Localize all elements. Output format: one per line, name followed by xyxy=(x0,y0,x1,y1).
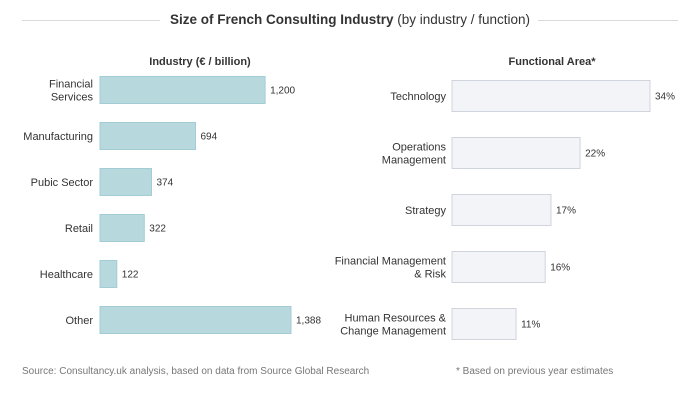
industry-category-pubic-sector: Pubic Sector xyxy=(31,177,94,189)
function-panel-title: Functional Area* xyxy=(508,56,596,68)
chart-title-sub: (by industry / function) xyxy=(393,12,531,27)
function-category-line: Management xyxy=(382,155,446,167)
industry-category-financial-services: Financial Services xyxy=(49,79,94,104)
industry-value-healthcare: 122 xyxy=(122,270,139,281)
function-category-line: & Risk xyxy=(414,269,446,281)
industry-category-other: Other xyxy=(65,315,93,327)
title-rule-left xyxy=(22,20,160,21)
function-bar-operations-management xyxy=(451,137,581,169)
source-note: Source: Consultancy.uk analysis, based o… xyxy=(22,366,370,377)
industry-bar-financial-services xyxy=(99,76,266,104)
industry-bar-retail xyxy=(99,214,145,242)
function-value-technology: 34% xyxy=(655,92,675,103)
function-bar-strategy xyxy=(451,194,552,226)
function-category-financial-management-risk: Financial Management & Risk xyxy=(335,256,447,281)
title-rule-right xyxy=(538,20,678,21)
function-value-operations-management: 22% xyxy=(585,149,605,160)
chart-title: Size of French Consulting Industry (by i… xyxy=(0,12,700,27)
industry-bar-pubic-sector xyxy=(99,168,152,196)
function-bar-financial-management-risk xyxy=(451,251,546,283)
function-value-strategy: 17% xyxy=(556,206,576,217)
industry-category-healthcare: Healthcare xyxy=(40,269,93,281)
industry-bar-chart: 1,200 Financial Services 694 Manufacturing 37… xyxy=(23,76,321,334)
industry-value-financial-services: 1,200 xyxy=(270,86,295,97)
industry-panel-title: Industry (€ / billion) xyxy=(149,56,251,68)
function-bar-human-resources-change-management xyxy=(451,308,517,340)
chart-title-main: Size of French Consulting Industry xyxy=(169,12,394,27)
function-category-line: Technology xyxy=(390,91,446,103)
function-value-human-resources-change-management: 11% xyxy=(521,320,540,331)
industry-bar-manufacturing xyxy=(99,122,196,150)
industry-bar-healthcare xyxy=(99,260,118,288)
industry-category-line: Healthcare xyxy=(40,269,93,281)
industry-category-retail: Retail xyxy=(65,223,93,235)
industry-category-line: Other xyxy=(65,315,93,327)
industry-category-manufacturing: Manufacturing xyxy=(23,131,93,143)
industry-category-line: Services xyxy=(51,92,94,104)
industry-value-other: 1,388 xyxy=(296,316,321,327)
function-category-human-resources-change-management: Human Resources & Change Management xyxy=(340,313,446,338)
function-value-financial-management-risk: 16% xyxy=(550,263,570,274)
title-row: Size of French Consulting Industry (by i… xyxy=(0,10,700,30)
estimate-note: * Based on previous year estimates xyxy=(456,366,614,377)
function-category-operations-management: Operations Management xyxy=(382,142,447,167)
industry-value-manufacturing: 694 xyxy=(201,132,218,143)
function-category-line: Operations xyxy=(392,142,446,154)
industry-value-pubic-sector: 374 xyxy=(157,178,174,189)
industry-category-line: Financial xyxy=(49,79,93,91)
function-category-line: Human Resources & xyxy=(345,313,447,325)
industry-bar-other xyxy=(99,306,292,334)
function-bar-technology xyxy=(451,80,651,112)
function-category-line: Change Management xyxy=(340,326,446,338)
industry-value-retail: 322 xyxy=(149,224,166,235)
function-category-strategy: Strategy xyxy=(405,205,446,217)
function-category-line: Strategy xyxy=(405,205,446,217)
function-bar-chart: 34% Technology 22% Operations Management 17% S… xyxy=(335,80,675,340)
function-category-technology: Technology xyxy=(390,91,446,103)
industry-category-line: Retail xyxy=(65,223,93,235)
industry-category-line: Manufacturing xyxy=(23,131,93,143)
function-category-line: Financial Management xyxy=(335,256,446,268)
industry-category-line: Pubic Sector xyxy=(31,177,94,189)
